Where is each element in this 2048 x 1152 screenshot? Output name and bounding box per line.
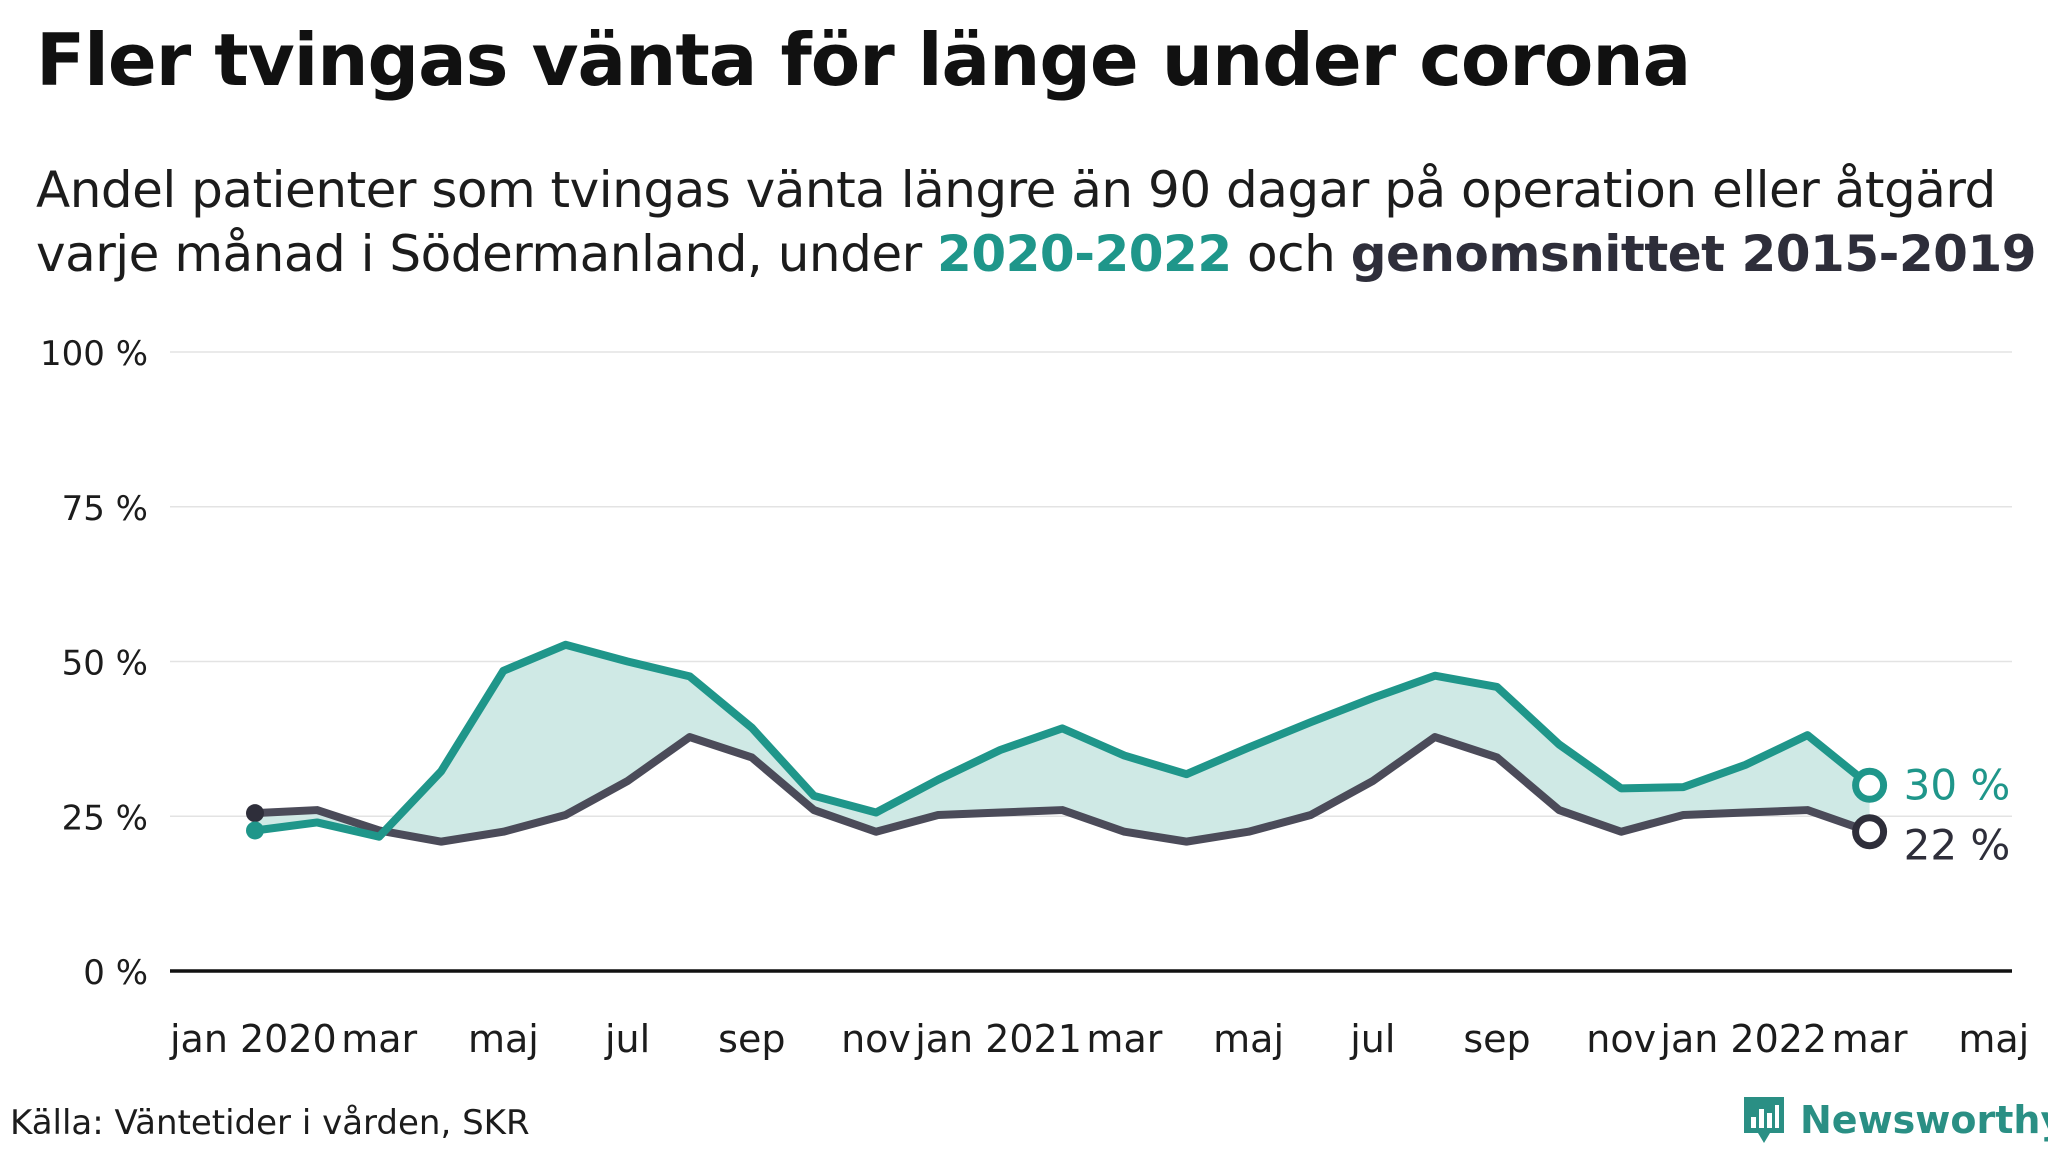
bar-chart-pin-icon	[1744, 1097, 1784, 1143]
x-tick-label: jul	[604, 1017, 650, 1061]
brand-name: Newsworthy	[1800, 1098, 2048, 1142]
y-tick-label: 75 %	[62, 489, 148, 529]
x-tick-label: maj	[1213, 1017, 1284, 1061]
start-dot-avg	[246, 804, 264, 823]
series-line-avg-2015-2019	[251, 733, 1874, 846]
y-tick-label: 100 %	[40, 334, 148, 374]
subtitle-connector: och	[1231, 225, 1351, 283]
difference-band	[255, 644, 1870, 842]
y-tick-label: 25 %	[62, 798, 148, 838]
chart-title: Fler tvingas vänta för länge under coron…	[36, 18, 1691, 102]
subtitle-line-2: varje månad i Södermanland, under 2020-2…	[36, 222, 2037, 286]
x-tick-label: nov	[841, 1017, 911, 1061]
brand-logo: Newsworthy	[1740, 1093, 2048, 1147]
source-note: Källa: Väntetider i vården, SKR	[10, 1103, 530, 1143]
x-tick-label: maj	[468, 1017, 539, 1061]
series-markers: 30 % 22 %	[246, 760, 2011, 870]
subtitle-series-a-label: 2020-2022	[937, 225, 1232, 283]
end-value-label-avg: 22 %	[1904, 821, 2011, 870]
x-tick-label: jan 2021	[914, 1017, 1082, 1061]
series-lines	[251, 640, 1874, 846]
x-tick-label: mar	[1086, 1017, 1162, 1061]
band-area	[255, 644, 1870, 842]
y-axis-tick-labels: 0 % 25 % 50 % 75 % 100 %	[40, 334, 148, 993]
x-tick-label: nov	[1586, 1017, 1656, 1061]
end-marker-2020-2022	[1852, 767, 1888, 803]
subtitle-prefix: varje månad i Södermanland, under	[36, 225, 938, 283]
x-tick-label: mar	[341, 1017, 417, 1061]
x-tick-label: jul	[1349, 1017, 1395, 1061]
y-tick-label: 0 %	[83, 953, 148, 993]
series-line-2020-2022	[251, 640, 1874, 841]
end-value-label-2020-2022: 30 %	[1904, 760, 2011, 809]
end-marker-avg	[1852, 814, 1888, 850]
x-tick-label: jan 2020	[169, 1017, 337, 1061]
start-dot-2020-2022	[246, 821, 264, 840]
x-axis-tick-labels: jan 2020 mar maj jul sep nov jan 2021 mar maj jul…	[169, 1017, 2029, 1061]
x-tick-label: sep	[1463, 1017, 1530, 1061]
x-tick-label: maj	[1958, 1017, 2029, 1061]
x-tick-label: sep	[718, 1017, 785, 1061]
x-tick-label: mar	[1832, 1017, 1908, 1061]
x-tick-label: jan 2022	[1659, 1017, 1827, 1061]
subtitle-series-b-label: genomsnittet 2015-2019	[1350, 225, 2037, 283]
y-tick-label: 50 %	[62, 644, 148, 684]
chart-subtitle: Andel patienter som tvingas vänta längre…	[36, 158, 2037, 286]
subtitle-line-1: Andel patienter som tvingas vänta längre…	[36, 161, 1996, 219]
